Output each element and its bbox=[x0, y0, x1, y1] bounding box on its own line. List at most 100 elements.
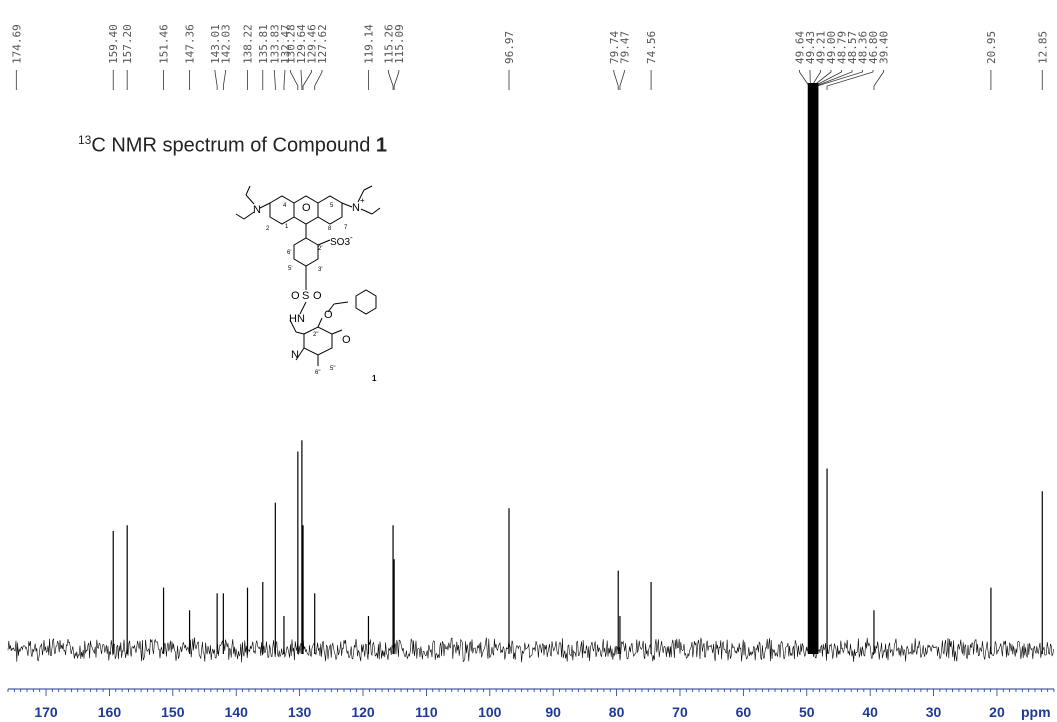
position-number: 6" bbox=[315, 370, 320, 376]
x-tick-label: 20 bbox=[989, 704, 1005, 720]
peak-connector bbox=[273, 70, 276, 90]
peak-label: 48.36 bbox=[857, 31, 870, 64]
benzenesulfonate-ring bbox=[293, 237, 319, 267]
x-tick-label: 90 bbox=[545, 704, 561, 720]
x-axis: 170 160 150 140 130 120 110 100 90 80 70 60 50 40 30 20… bbox=[7, 688, 1055, 720]
structure-position-numbers: 4 5 2 1 8 7 6' 2' 5' 3' 2" 6" 5" 1 bbox=[266, 203, 377, 383]
structure-atom-labels: O N N + SO3 - S O O HN O O N bbox=[253, 196, 365, 361]
position-number: 5 bbox=[330, 203, 334, 209]
atom-label: N bbox=[253, 204, 261, 216]
peak-connector bbox=[283, 70, 286, 90]
atom-label: - bbox=[350, 233, 353, 242]
peak-label: 143.01 bbox=[209, 24, 222, 64]
peak-label: 115.26 bbox=[382, 24, 395, 64]
peak-label: 48.79 bbox=[836, 31, 849, 64]
peak-label: 20.95 bbox=[985, 31, 998, 64]
x-axis-major-ticks bbox=[45, 689, 998, 696]
x-tick-label: 160 bbox=[98, 704, 122, 720]
peak-label: 49.21 bbox=[815, 31, 828, 64]
position-number: 5' bbox=[288, 266, 292, 272]
atom-label: + bbox=[360, 196, 365, 205]
title-compound: 1 bbox=[375, 134, 388, 157]
benzyl-ring bbox=[355, 289, 377, 315]
peak-label: 96.97 bbox=[503, 31, 516, 64]
peak-label: 74.56 bbox=[645, 31, 658, 64]
x-tick-label: 40 bbox=[862, 704, 878, 720]
peak-label: 49.43 bbox=[804, 31, 817, 64]
position-number: 7 bbox=[344, 225, 348, 231]
peak-connector-group bbox=[15, 70, 1043, 90]
position-number: 8 bbox=[328, 226, 332, 232]
peak-connector bbox=[873, 70, 884, 90]
peak-label: 159.40 bbox=[107, 24, 120, 64]
position-number: 4 bbox=[283, 203, 287, 209]
peak-connector bbox=[222, 70, 226, 90]
atom-label: HN bbox=[289, 313, 305, 325]
atom-label: SO3 bbox=[330, 237, 350, 248]
x-tick-label: 170 bbox=[34, 704, 58, 720]
peak-label: 130.28 bbox=[285, 24, 298, 64]
position-number: 1 bbox=[285, 224, 289, 230]
position-number: 2' bbox=[318, 246, 322, 252]
chart-title: 13C NMR spectrum of Compound 1 bbox=[78, 133, 387, 158]
position-number: 3' bbox=[318, 267, 322, 273]
peak-label: 46.80 bbox=[867, 31, 880, 64]
compound-structure bbox=[235, 185, 381, 366]
compound-number: 1 bbox=[372, 374, 377, 383]
peak-label: 48.57 bbox=[846, 31, 859, 64]
peak-label: 138.22 bbox=[242, 24, 255, 64]
x-tick-label: 80 bbox=[609, 704, 625, 720]
xanthene-right-ring bbox=[317, 195, 343, 225]
x-axis-tick-labels: 170 160 150 140 130 120 110 100 90 80 70 60 50 40 30 20 bbox=[34, 704, 1005, 720]
baseline-noise bbox=[7, 637, 1054, 663]
peak-connector bbox=[302, 70, 312, 90]
atom-label: N bbox=[291, 349, 299, 361]
position-number: 2" bbox=[313, 332, 318, 338]
peak-label: 49.00 bbox=[825, 31, 838, 64]
atom-label: S bbox=[302, 290, 309, 302]
peak-label: 129.46 bbox=[306, 24, 319, 64]
peak-label: 79.47 bbox=[618, 31, 631, 64]
x-tick-label: 60 bbox=[736, 704, 752, 720]
title-isotope: 13 bbox=[78, 133, 92, 147]
peak-connector bbox=[393, 70, 400, 90]
peak-label: 119.14 bbox=[362, 24, 375, 64]
atom-label: O bbox=[302, 202, 311, 214]
x-tick-label: 50 bbox=[799, 704, 815, 720]
x-tick-label: 110 bbox=[415, 704, 438, 720]
peak-label: 135.81 bbox=[257, 24, 270, 64]
position-number: 6' bbox=[287, 250, 291, 256]
atom-label: N bbox=[352, 202, 360, 214]
x-axis-label: ppm bbox=[1021, 704, 1051, 720]
peak-connector bbox=[619, 70, 625, 90]
peak-connector bbox=[290, 70, 299, 90]
peak-label: 12.85 bbox=[1036, 31, 1049, 64]
peak-label: 133.83 bbox=[268, 24, 281, 64]
position-number: 2 bbox=[266, 226, 270, 232]
peak-connector bbox=[314, 70, 323, 90]
xanthene-left-ring bbox=[269, 195, 295, 225]
peak-label: 129.64 bbox=[295, 24, 308, 64]
position-number: 5" bbox=[330, 366, 335, 372]
peak-label: 147.36 bbox=[184, 24, 197, 64]
x-tick-label: 150 bbox=[161, 704, 185, 720]
spectrum-trace bbox=[7, 637, 1054, 663]
peak-label: 39.40 bbox=[878, 31, 891, 64]
peak-connector bbox=[826, 70, 874, 90]
x-tick-label: 70 bbox=[672, 704, 688, 720]
peak-connector bbox=[214, 70, 218, 90]
atom-label: O bbox=[324, 309, 333, 321]
x-tick-label: 30 bbox=[926, 704, 942, 720]
peak-label: 132.47 bbox=[279, 24, 292, 64]
atom-label: O bbox=[313, 290, 322, 302]
peak-label: 127.62 bbox=[316, 24, 329, 64]
x-tick-label: 120 bbox=[351, 704, 375, 720]
peak-label: 151.46 bbox=[158, 24, 171, 64]
peak-label: 174.69 bbox=[10, 24, 23, 64]
peak-connector bbox=[300, 70, 303, 90]
atom-label: O bbox=[291, 290, 300, 302]
peak-connector bbox=[613, 70, 619, 90]
x-axis-minor-ticks bbox=[7, 689, 1055, 692]
x-tick-label: 140 bbox=[225, 704, 249, 720]
